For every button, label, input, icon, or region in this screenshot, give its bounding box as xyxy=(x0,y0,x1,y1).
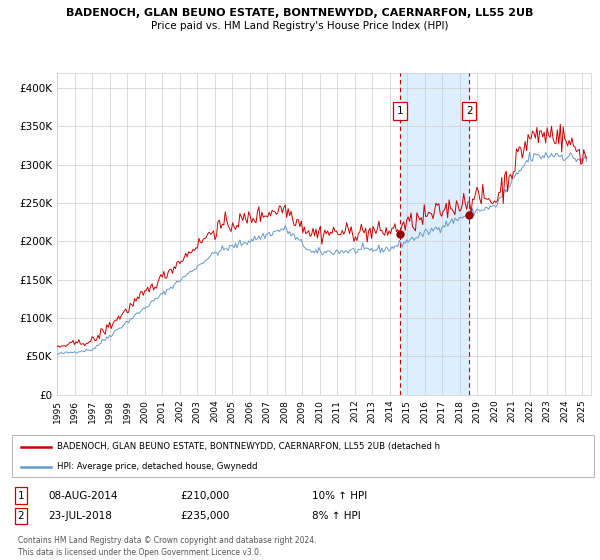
Text: Contains HM Land Registry data © Crown copyright and database right 2024.: Contains HM Land Registry data © Crown c… xyxy=(18,536,317,545)
Text: BADENOCH, GLAN BEUNO ESTATE, BONTNEWYDD, CAERNARFON, LL55 2UB (detached h: BADENOCH, GLAN BEUNO ESTATE, BONTNEWYDD,… xyxy=(57,442,440,451)
Text: 1: 1 xyxy=(17,491,25,501)
Text: 08-AUG-2014: 08-AUG-2014 xyxy=(48,491,118,501)
Text: This data is licensed under the Open Government Licence v3.0.: This data is licensed under the Open Gov… xyxy=(18,548,262,557)
Text: HPI: Average price, detached house, Gwynedd: HPI: Average price, detached house, Gwyn… xyxy=(57,462,257,471)
Text: 2: 2 xyxy=(17,511,25,521)
Text: 8% ↑ HPI: 8% ↑ HPI xyxy=(312,511,361,521)
Text: 23-JUL-2018: 23-JUL-2018 xyxy=(48,511,112,521)
Text: 1: 1 xyxy=(397,106,403,116)
Text: BADENOCH, GLAN BEUNO ESTATE, BONTNEWYDD, CAERNARFON, LL55 2UB: BADENOCH, GLAN BEUNO ESTATE, BONTNEWYDD,… xyxy=(67,8,533,18)
Bar xyxy=(400,73,469,395)
Text: 2: 2 xyxy=(466,106,473,116)
Text: 10% ↑ HPI: 10% ↑ HPI xyxy=(312,491,367,501)
Text: £210,000: £210,000 xyxy=(180,491,229,501)
Text: £235,000: £235,000 xyxy=(180,511,229,521)
Text: Price paid vs. HM Land Registry's House Price Index (HPI): Price paid vs. HM Land Registry's House … xyxy=(151,21,449,31)
